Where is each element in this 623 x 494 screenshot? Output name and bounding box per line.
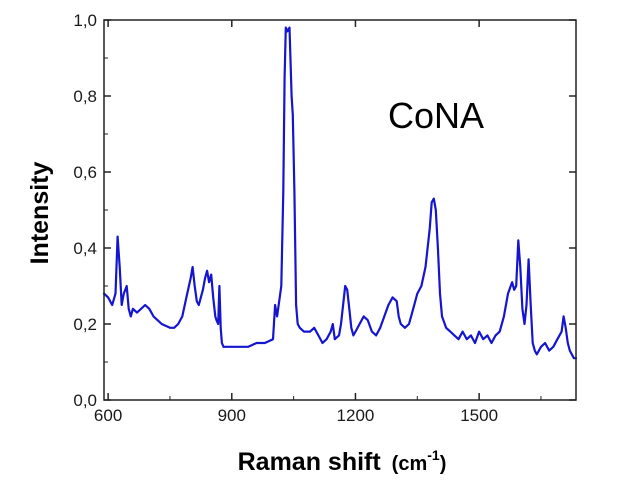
annotation-cona: CoNA: [388, 95, 484, 136]
y-tick-label: 0,8: [73, 87, 97, 106]
y-tick-label: 0,2: [73, 315, 97, 334]
series-layer: [102, 26, 578, 360]
x-axis-unit-exp: -1: [427, 447, 440, 463]
x-tick-label: 900: [218, 406, 246, 425]
y-axis-title: Intensity: [26, 162, 54, 265]
series-line-cona: [102, 26, 578, 360]
x-tick-label: 1200: [337, 406, 375, 425]
x-tick-label: 1500: [460, 406, 498, 425]
x-axis-title: Raman shift (cm-1): [238, 447, 447, 476]
x-axis-unit-open: (: [392, 453, 399, 475]
y-tick-label: 0,4: [73, 239, 97, 258]
y-axis: 0,0 0,2 0,4 0,6 0,8 1,0: [73, 11, 576, 410]
y-tick-label: 0,6: [73, 163, 97, 182]
x-axis: 600 900 1200 1500: [94, 20, 542, 425]
y-tick-label: 0,0: [73, 391, 97, 410]
x-axis-title-text: Raman shift: [238, 448, 382, 476]
x-axis-unit-base: cm: [398, 453, 427, 475]
y-tick-label: 1,0: [73, 11, 97, 30]
plot-frame: [103, 19, 577, 401]
x-tick-label: 600: [94, 406, 122, 425]
x-axis-unit-close: ): [440, 453, 447, 475]
